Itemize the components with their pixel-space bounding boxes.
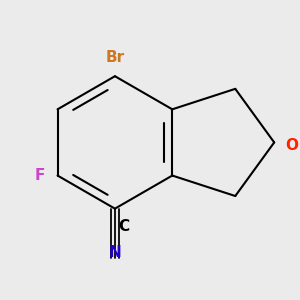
Text: Br: Br — [105, 50, 124, 65]
Text: C: C — [118, 219, 129, 234]
Text: O: O — [285, 138, 298, 153]
Text: N: N — [109, 245, 121, 260]
Text: F: F — [35, 168, 46, 183]
